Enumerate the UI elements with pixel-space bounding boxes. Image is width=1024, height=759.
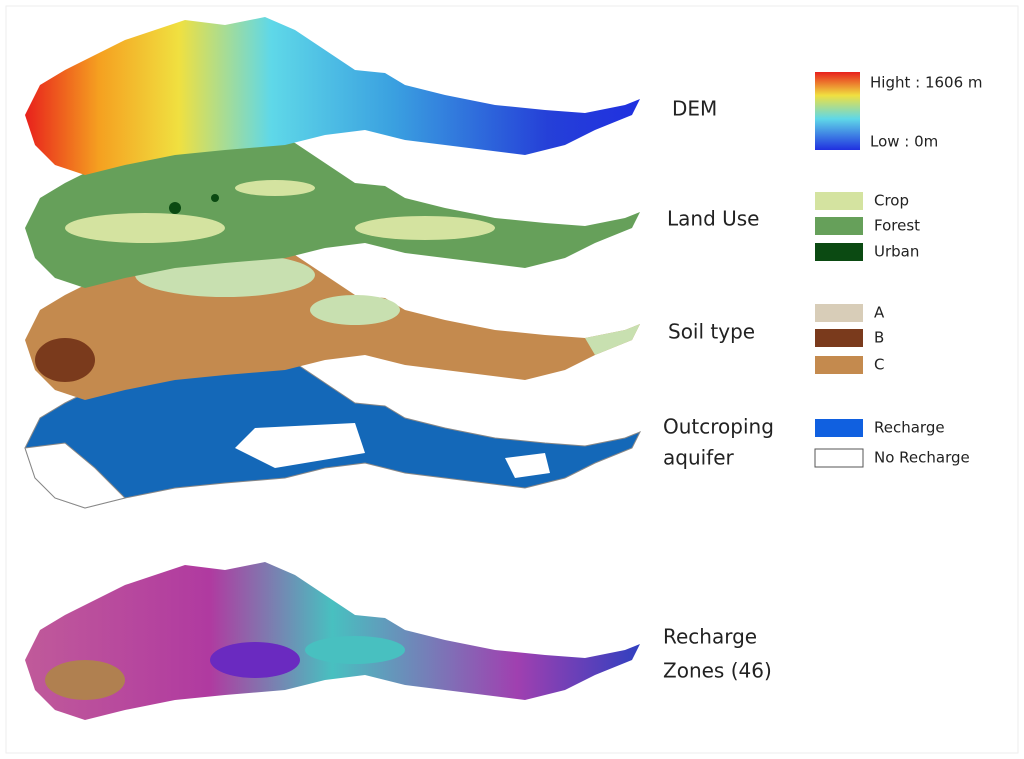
legend-label: A [874, 304, 885, 322]
layer-label: DEM [672, 97, 717, 121]
map-land-use [25, 130, 640, 288]
legend-label: Low : 0m [870, 133, 938, 151]
legend-swatch [815, 243, 863, 261]
legend-label: Urban [874, 243, 919, 261]
legend-swatch [814, 448, 864, 468]
map-aquifer [24, 349, 641, 509]
layer-label: Recharge [663, 625, 757, 649]
legend-label: C [874, 356, 884, 374]
legend-swatch [815, 304, 863, 322]
legend-swatch [815, 329, 863, 347]
layer-label: Outcroping [663, 415, 774, 439]
legend-label: Crop [874, 192, 909, 210]
layer-label: aquifer [663, 446, 735, 470]
layer-label: Zones (46) [663, 659, 772, 683]
legend-swatch [815, 217, 863, 235]
legend-label: Hight : 1606 m [870, 74, 983, 92]
legend-label: B [874, 329, 884, 347]
legend-swatch [815, 192, 863, 210]
legend-label: Forest [874, 217, 920, 235]
dem-colorbar [815, 72, 860, 150]
annotations: DEM Hight : 1606 m Low : 0m Land Use Crop For… [663, 74, 983, 683]
legend-label: Recharge [874, 419, 945, 437]
legend-label: No Recharge [874, 449, 970, 467]
layer-label: Land Use [667, 207, 760, 231]
legend-swatch [815, 419, 863, 437]
map-recharge-zones [25, 562, 640, 720]
legend-swatch [815, 356, 863, 374]
layer-label: Soil type [668, 320, 755, 344]
